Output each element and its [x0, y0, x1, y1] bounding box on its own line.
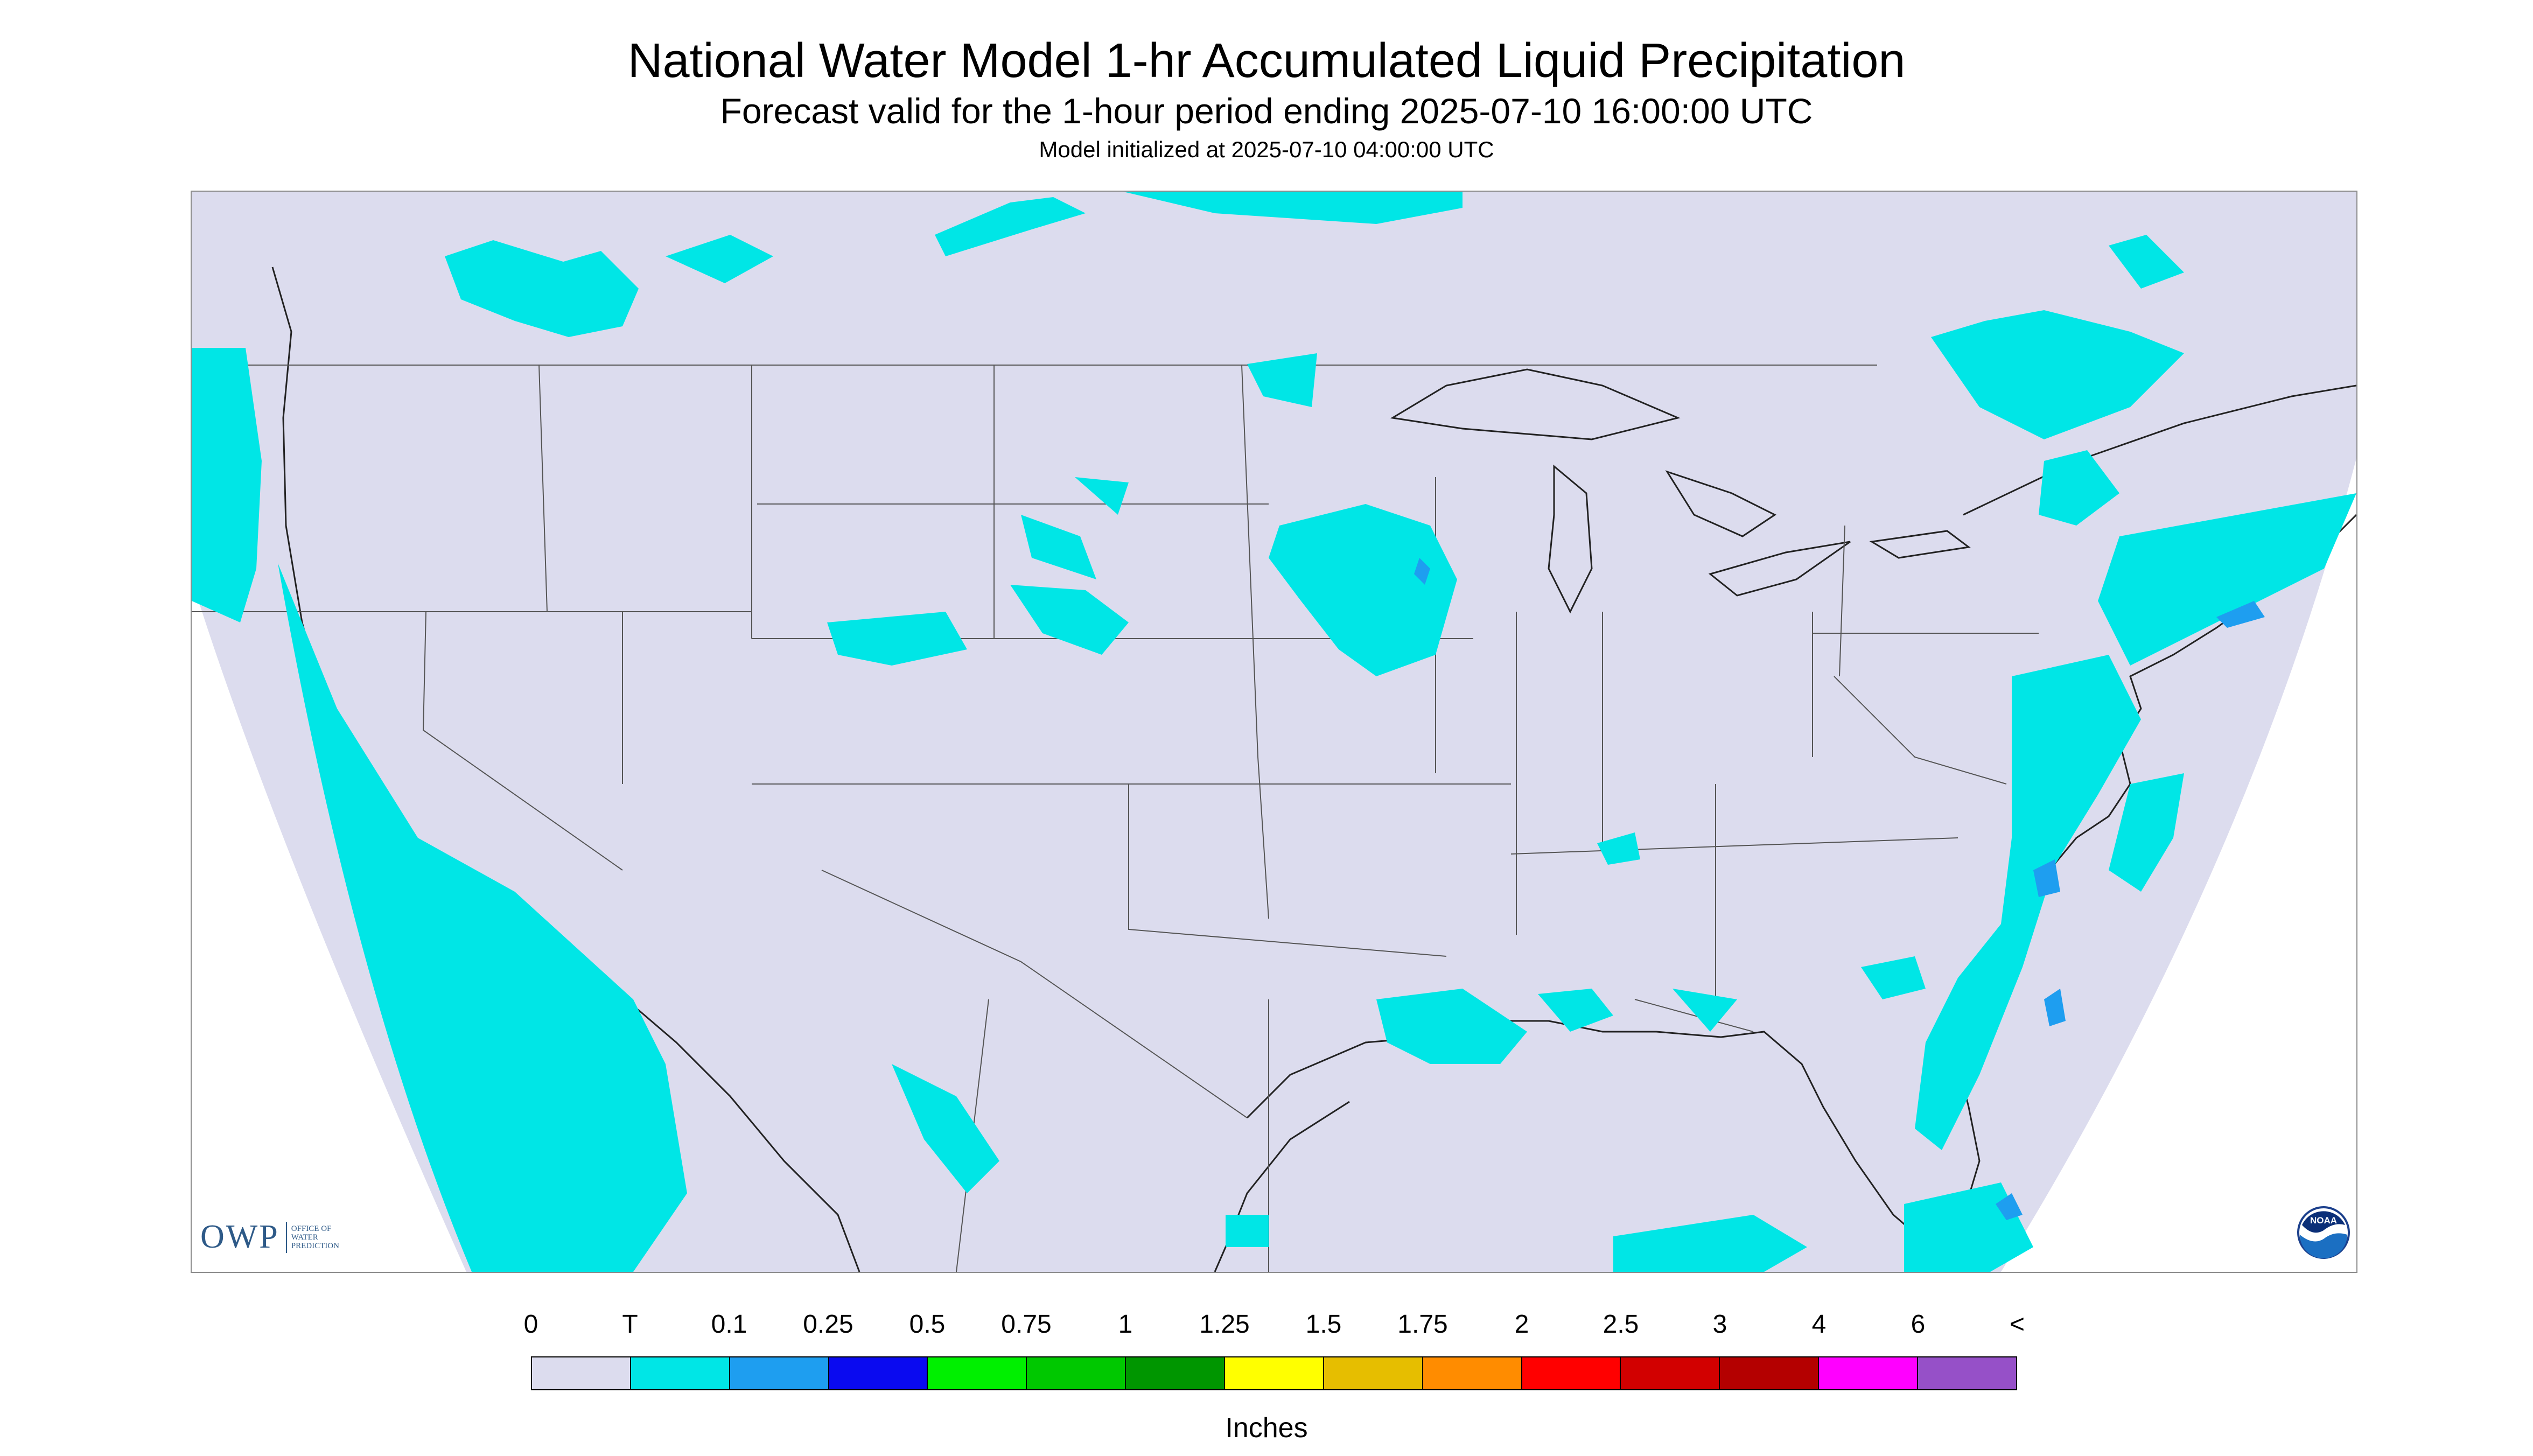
- owp-line-2: WATER: [291, 1233, 318, 1242]
- map-subtitle: Forecast valid for the 1-hour period end…: [720, 91, 1813, 131]
- legend-tick-label: 0.1: [711, 1310, 747, 1339]
- owp-line-3: PREDICTION: [291, 1241, 339, 1250]
- legend-swatch: [1918, 1357, 2016, 1389]
- noaa-logo-text: NOAA: [2310, 1215, 2337, 1226]
- precip-trace: [192, 192, 2356, 1272]
- noaa-emblem-icon: NOAA: [2297, 1206, 2350, 1259]
- legend-tick-label: 1.5: [1305, 1310, 1342, 1339]
- legend-tick-label: 1: [1118, 1310, 1133, 1339]
- precip-heavier: [1414, 558, 2265, 1220]
- legend-tick-label: 0.25: [803, 1310, 853, 1339]
- legend-units-label: Inches: [1225, 1412, 1308, 1444]
- map-title: National Water Model 1-hr Accumulated Li…: [627, 34, 1906, 88]
- legend-swatch: [1720, 1357, 1820, 1389]
- map-canvas: [192, 192, 2356, 1272]
- legend-tick-label: 0.75: [1001, 1310, 1052, 1339]
- legend-swatch: [1027, 1357, 1126, 1389]
- legend-swatch: [829, 1357, 928, 1389]
- model-domain: [192, 192, 2356, 1272]
- legend-tick-label: 0: [523, 1310, 538, 1339]
- model-init-time: Model initialized at 2025-07-10 04:00:00…: [1039, 137, 1494, 162]
- legend-swatch: [730, 1357, 829, 1389]
- legend-swatch: [1324, 1357, 1423, 1389]
- legend-tick-label: 2.5: [1603, 1310, 1639, 1339]
- owp-line-1: OFFICE OF: [291, 1224, 332, 1233]
- legend-colorbar: [531, 1356, 2017, 1390]
- legend-tick-label: 3: [1712, 1310, 1727, 1339]
- legend-tick-label: 4: [1811, 1310, 1827, 1339]
- legend-swatch: [1126, 1357, 1226, 1389]
- legend-tick-label: T: [622, 1310, 638, 1339]
- legend-swatch: [1423, 1357, 1522, 1389]
- legend-tick-label: 1.75: [1397, 1310, 1448, 1339]
- legend-swatch: [532, 1357, 631, 1389]
- legend-tick-label: 0.5: [909, 1310, 946, 1339]
- great-lakes: [1390, 368, 2356, 614]
- owp-logo-mark: OWP: [200, 1219, 279, 1255]
- legend-tick-label: 2: [1514, 1310, 1529, 1339]
- owp-logo: OWP OFFICE OF WATER PREDICTION: [200, 1218, 339, 1256]
- legend-swatch: [1621, 1357, 1720, 1389]
- legend-tick-labels: 0 T 0.1 0.25 0.5 0.75 1 1.25 1.5 1.75 2 2.5 3 4 6 <: [0, 1310, 2533, 1347]
- legend-swatch: [1225, 1357, 1324, 1389]
- precipitation-map: OWP OFFICE OF WATER PREDICTION NOAA: [191, 191, 2357, 1273]
- legend-swatch: [1522, 1357, 1621, 1389]
- owp-logo-divider: [285, 1221, 287, 1253]
- legend-tick-label: 1.25: [1199, 1310, 1250, 1339]
- legend-tick-label: 6: [1911, 1310, 1926, 1339]
- legend-swatch: [1819, 1357, 1919, 1389]
- legend-swatch: [631, 1357, 730, 1389]
- owp-logo-text: OFFICE OF WATER PREDICTION: [291, 1224, 339, 1250]
- legend-tick-label: <: [2009, 1310, 2025, 1339]
- political-boundaries: [192, 365, 2039, 1272]
- legend-swatch: [928, 1357, 1027, 1389]
